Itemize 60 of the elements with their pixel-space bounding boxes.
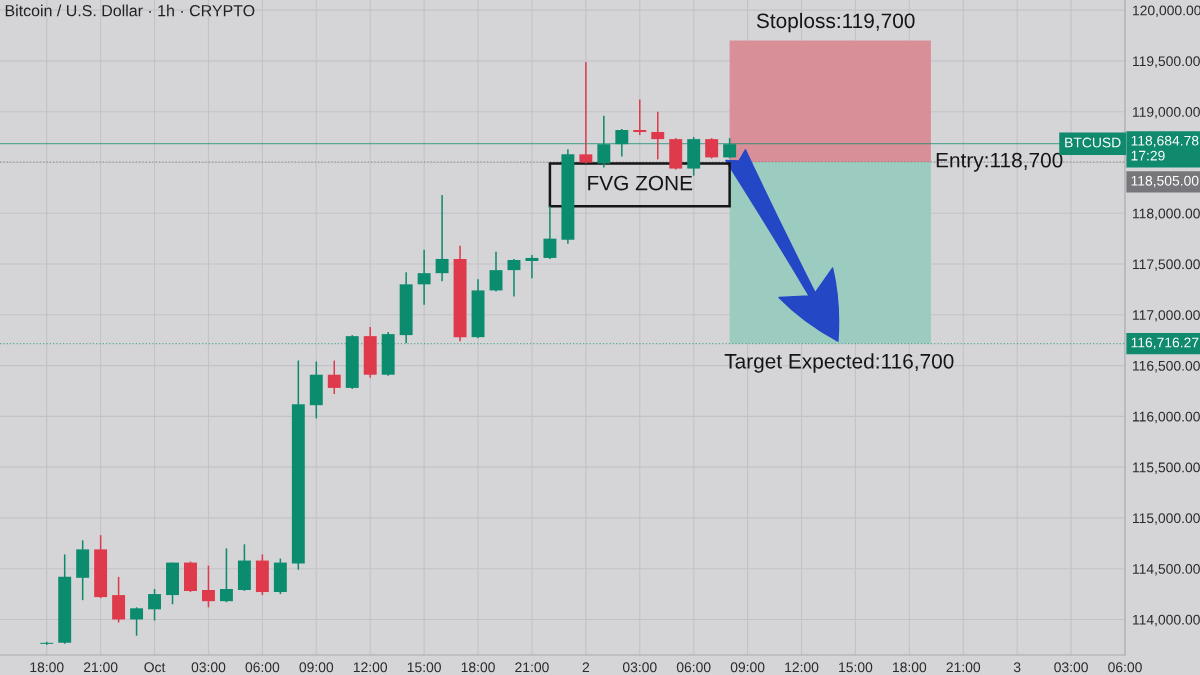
x-tick-label: 06:00: [245, 662, 280, 673]
x-tick-label: 03:00: [622, 662, 657, 673]
y-tick-label: 114,500.00: [1133, 564, 1200, 576]
annotation: FVG ZONE: [588, 175, 693, 191]
y-tick-label: 115,500.00: [1133, 462, 1200, 474]
candlestick: [202, 564, 215, 609]
x-tick-label: 3: [1013, 662, 1021, 673]
x-tick-label: 15:00: [839, 662, 873, 673]
annotation: Stoploss:119,700: [756, 12, 915, 33]
candlestick: [435, 194, 449, 283]
x-tick-label: Oct: [144, 662, 166, 673]
candlestick: [417, 249, 431, 306]
x-tick-label: 09:00: [299, 662, 334, 673]
y-tick-label: 118,000.00: [1133, 208, 1200, 221]
x-tick-label: 18:00: [30, 662, 64, 673]
candlestick: [651, 110, 665, 161]
ref-line-label: 118,684.78 17:29: [1131, 135, 1199, 161]
candlestick: [489, 251, 503, 293]
y-tick-label: 119,000.00: [1133, 107, 1200, 119]
chart-title: Bitcoin / U.S. Dollar · 1h · CRYPTO: [5, 4, 255, 17]
x-tick-label: 21:00: [83, 662, 118, 673]
x-tick-label: 03:00: [1054, 662, 1088, 673]
y-tick-label: 120,000.00: [1133, 5, 1200, 17]
candlestick: [507, 258, 521, 298]
candlestick: [615, 128, 629, 158]
candlestick: [148, 588, 162, 622]
x-tick-label: 03:00: [191, 662, 226, 673]
x-tick-label: 2: [582, 662, 590, 673]
y-tick-label: 119,500.00: [1133, 56, 1200, 68]
annotation: Target Expected:116,700: [724, 353, 954, 373]
ref-line-label: 118,505.00: [1131, 175, 1199, 188]
candlestick: [327, 359, 341, 395]
annotation: Entry:118,700: [936, 152, 1063, 172]
x-tick-label: 18:00: [461, 662, 495, 673]
y-tick-label: 117,500.00: [1133, 259, 1200, 271]
y-tick-label: 116,000.00: [1133, 411, 1200, 424]
annotation: BTCUSD: [1065, 137, 1121, 148]
ref-line-label: 116,716.27: [1131, 337, 1199, 349]
candlestick: [219, 547, 233, 603]
x-tick-label: 18:00: [893, 662, 927, 673]
x-tick-label: 06:00: [676, 662, 711, 673]
candlestick: [543, 205, 557, 260]
x-tick-label: 15:00: [407, 662, 441, 673]
y-tick-label: 114,000.00: [1133, 614, 1200, 627]
x-tick-label: 21:00: [515, 662, 549, 673]
candlestick: [525, 254, 539, 280]
candlestick: [723, 137, 737, 160]
x-tick-label: 12:00: [353, 662, 388, 673]
candlestick: [597, 115, 611, 169]
y-tick-label: 116,500.00: [1133, 360, 1200, 373]
candlestick: [633, 98, 647, 136]
candlestick: [130, 606, 144, 637]
candlestick: [579, 61, 593, 165]
x-tick-label: 21:00: [946, 662, 981, 673]
x-tick-label: 06:00: [1108, 662, 1142, 673]
y-tick-label: 115,000.00: [1133, 513, 1200, 525]
x-tick-label: 12:00: [785, 662, 819, 673]
y-tick-label: 117,000.00: [1133, 310, 1200, 322]
x-tick-label: 09:00: [730, 662, 765, 673]
candlestick: [705, 137, 719, 160]
